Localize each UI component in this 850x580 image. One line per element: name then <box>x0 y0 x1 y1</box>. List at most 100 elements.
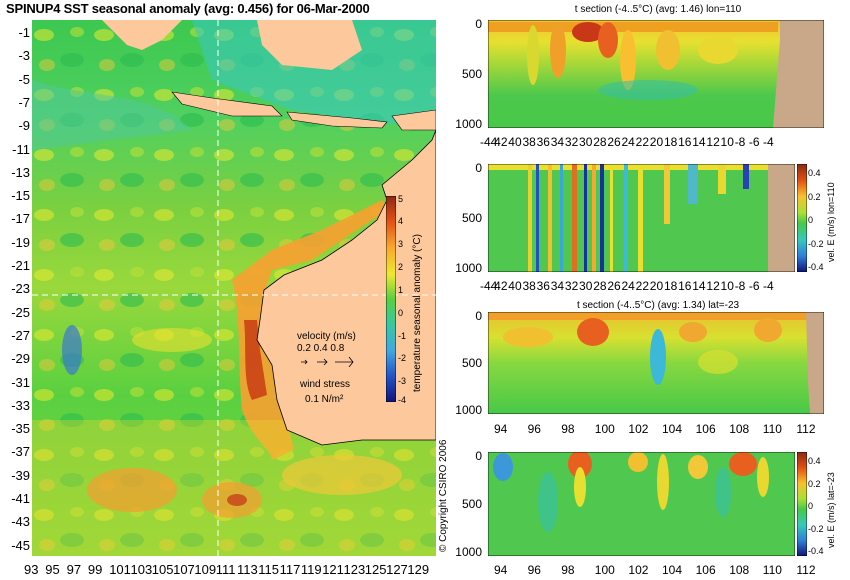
map-lat-tick: -17 <box>11 211 30 227</box>
cb-tick: -3 <box>398 376 407 386</box>
map-lon-tick: 117 <box>279 562 301 577</box>
map-lat-tick: -45 <box>11 537 30 553</box>
p4-y-tick: 0 <box>475 449 482 463</box>
map-lat-tick: -3 <box>18 48 30 64</box>
p2-x-tick: 30 <box>579 279 593 293</box>
p1-x-tick: 10 <box>720 135 734 149</box>
sst-colorbar <box>386 196 396 402</box>
map-lon-tick: 93 <box>24 562 39 577</box>
map-lon-tick: 99 <box>87 562 103 577</box>
land-lesser-sunda <box>286 111 388 129</box>
p1-x-tick: 28 <box>593 135 607 149</box>
velocity-legend-arrows <box>301 356 354 367</box>
p3-x-tick: 104 <box>662 422 683 436</box>
p4-x-tick: 100 <box>594 563 615 577</box>
map-lat-tick: -41 <box>11 491 30 506</box>
p3-x-tick: 96 <box>527 422 541 436</box>
p3-y-tick: 1000 <box>455 403 482 417</box>
p4-cb-tick: 0 <box>808 501 814 511</box>
p2-cb-tick: -0.2 <box>808 238 824 249</box>
p2-x-tick: 20 <box>649 279 664 293</box>
map-lat-tick: -13 <box>11 164 30 180</box>
map-lon-tick: 95 <box>45 562 60 577</box>
wind-legend-value: 0.1 N/m² <box>305 394 344 405</box>
panel4-colorbar <box>797 452 807 556</box>
map-lat-tick: -9 <box>18 118 30 134</box>
map-lat-tick: -11 <box>12 141 30 157</box>
p1-x-tick: 16 <box>678 135 692 149</box>
p2-cb-tick: 0.2 <box>808 191 821 202</box>
p1-x-tick: 12 <box>706 135 720 149</box>
p4-x-tick: 110 <box>762 563 782 577</box>
panel4-colorbar-label: vel. E (m/s) lat=-23 <box>826 472 836 548</box>
p3-x-tick: 110 <box>762 422 782 436</box>
panel4-velocity-section <box>488 452 795 556</box>
p1-x-tick: 30 <box>579 135 593 149</box>
p2-x-tick: 12 <box>706 279 720 293</box>
panel2-colorbar <box>797 164 807 272</box>
panel1-temp-section <box>488 20 824 128</box>
p2-cb-tick: -0.4 <box>808 262 824 272</box>
map-lon-tick: 121 <box>322 562 344 577</box>
p1-x-tick: 38 <box>522 135 536 149</box>
p2-x-tick: 32 <box>564 279 579 293</box>
map-lon-tick: 119 <box>300 562 322 577</box>
map-lat-tick: -35 <box>11 421 30 437</box>
p4-x-tick: 106 <box>695 563 716 577</box>
p3-x-tick: 98 <box>561 422 575 436</box>
sst-colorbar-label: temperature seasonal anomaly (°C) <box>412 234 423 392</box>
map-lat-tick: -25 <box>11 304 30 320</box>
map-lat-tick: -29 <box>11 351 30 367</box>
p1-x-tick: 40 <box>508 135 522 149</box>
p4-x-tick: 112 <box>796 563 816 577</box>
map-lon-tick: 113 <box>237 562 258 577</box>
map-lat-tick: -21 <box>11 258 30 273</box>
p1-x-tick: 36 <box>536 135 550 149</box>
p1-y-tick: 500 <box>461 67 482 81</box>
map-lon-tick: 97 <box>66 562 82 577</box>
land-java <box>171 91 283 117</box>
p1-x-tick: 26 <box>607 135 621 149</box>
cb-tick: -1 <box>398 331 407 341</box>
p2-x-tick: -6 <box>748 279 760 293</box>
map-lat-tick: -7 <box>18 94 30 110</box>
land-sumatra <box>102 20 182 50</box>
p1-x-tick: 18 <box>663 135 678 149</box>
p2-x-tick: 36 <box>536 279 550 293</box>
panel1-title: t section (-4..5°C) (avg: 1.46) lon=110 <box>574 4 742 15</box>
map-lon-tick: 115 <box>258 562 280 577</box>
map-lat-tick: -33 <box>11 397 30 413</box>
p1-x-tick: 24 <box>621 135 635 149</box>
p2-x-tick: 10 <box>720 279 734 293</box>
map-lat-tick: -37 <box>11 444 30 460</box>
p2-y-tick: 0 <box>475 161 482 175</box>
p1-x-tick: 14 <box>692 135 706 149</box>
cb-tick: 3 <box>398 239 404 249</box>
p3-y-tick: 0 <box>475 309 482 323</box>
p1-y-tick: 1000 <box>455 117 482 131</box>
p2-x-tick: 40 <box>508 279 522 293</box>
map-title: SPINUP4 SST seasonal anomaly (avg: 0.456… <box>6 1 370 16</box>
map-lat-tick: -5 <box>18 71 30 87</box>
cb-tick: 4 <box>398 216 404 226</box>
p4-cb-tick: -0.2 <box>808 523 824 534</box>
p2-x-tick: 28 <box>593 279 607 293</box>
map-lat-tick: -39 <box>11 467 30 483</box>
map-lat-tick: -19 <box>11 234 30 250</box>
p3-x-tick: 106 <box>695 422 716 436</box>
p1-y-tick: 0 <box>475 17 482 31</box>
cb-tick: 2 <box>398 262 404 272</box>
p2-y-tick: 500 <box>461 211 482 225</box>
p2-x-tick: 42 <box>494 279 508 293</box>
wind-legend-title: wind stress <box>300 379 351 390</box>
map-lat-tick: -31 <box>11 374 30 390</box>
p1-x-tick: -4 <box>763 135 774 149</box>
map-lon-tick: 101 <box>109 562 131 577</box>
panel2-colorbar-label: vel. E (m/s) lon=110 <box>826 182 836 262</box>
p2-cb-tick: 0 <box>808 215 814 225</box>
p2-x-tick: 14 <box>692 279 706 293</box>
p2-cb-tick: 0.4 <box>808 168 821 178</box>
map-lon-tick: 103 <box>130 562 153 577</box>
cb-tick: 1 <box>398 285 404 295</box>
land-borneo <box>257 20 362 70</box>
